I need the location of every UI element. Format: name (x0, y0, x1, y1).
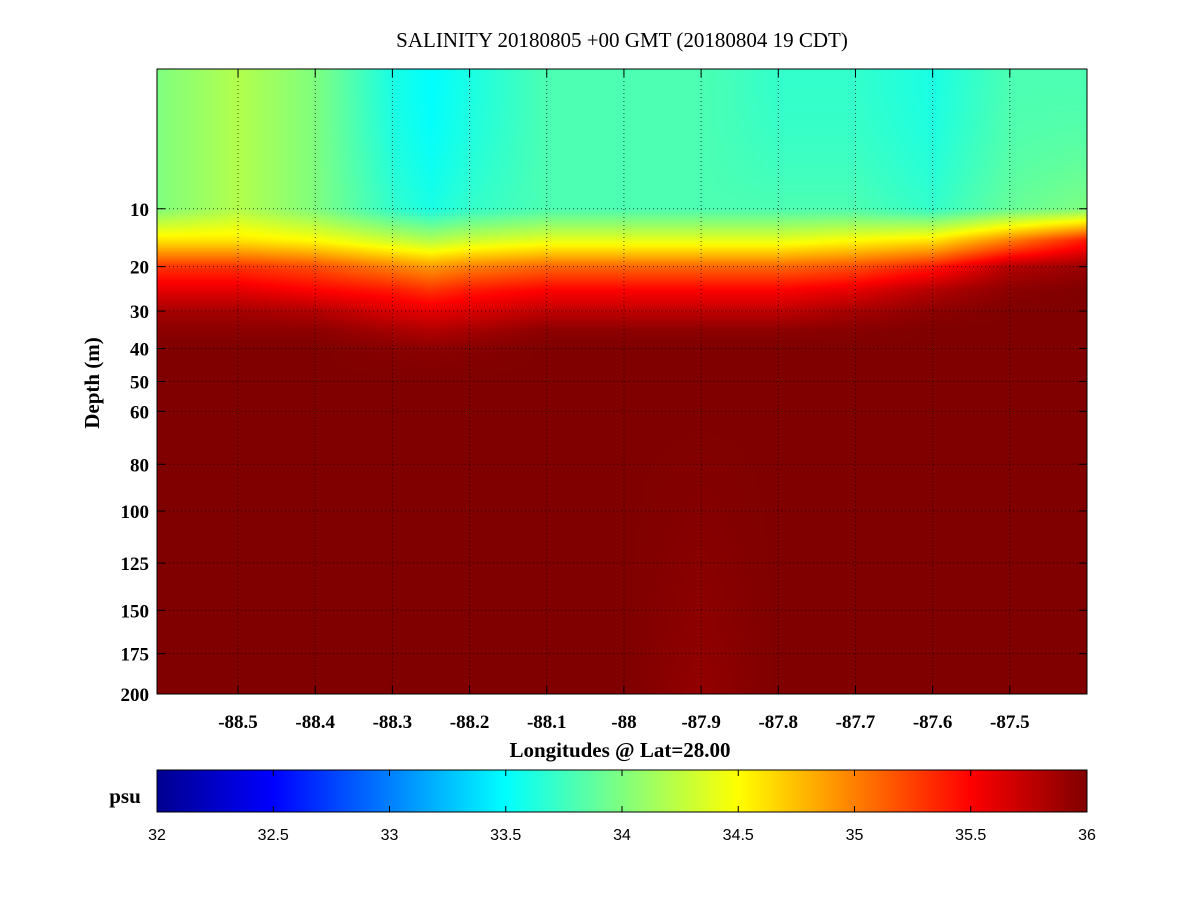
colorbar-tick-label: 33.5 (490, 827, 521, 844)
y-tick-label: 200 (121, 685, 150, 706)
y-axis-label: Depth (m) (80, 337, 104, 429)
y-tick-label: 50 (130, 373, 149, 394)
x-tick-label: -87.8 (758, 712, 798, 733)
colorbar-tick-label: 34.5 (723, 827, 754, 844)
colorbar-tick-label: 35.5 (955, 827, 986, 844)
colorbar-unit-label: psu (109, 784, 141, 808)
y-tick-label: 100 (121, 502, 150, 523)
y-tick-label: 30 (130, 302, 149, 323)
x-tick-label: -88 (611, 712, 636, 733)
colorbar-tick-label: 35 (846, 827, 864, 844)
y-tick-label: 125 (121, 554, 150, 575)
colorbar-tick-label: 36 (1078, 827, 1096, 844)
colorbar (156, 769, 1088, 813)
x-tick-label: -87.5 (990, 712, 1030, 733)
colorbar-tick-label: 34 (613, 827, 631, 844)
y-axis-ticks: 10 20 30 40 50 60 80 100 125 150 175 200 (121, 200, 1087, 706)
y-tick-label: 175 (121, 645, 150, 666)
x-tick-label: -87.9 (681, 712, 721, 733)
y-tick-label: 40 (130, 340, 149, 361)
colorbar-tick-label: 32 (148, 827, 166, 844)
x-axis-label: Longitudes @ Lat=28.00 (509, 738, 730, 762)
chart-title: SALINITY 20180805 +00 GMT (20180804 19 C… (396, 28, 848, 52)
x-tick-label: -87.7 (836, 712, 876, 733)
grid-lines (157, 69, 1087, 694)
y-tick-label: 60 (130, 402, 149, 423)
colorbar-tick-label: 33 (381, 827, 399, 844)
x-tick-label: -88.5 (218, 712, 258, 733)
x-tick-label: -88.1 (527, 712, 567, 733)
y-tick-label: 10 (130, 200, 149, 221)
x-axis-ticks: -88.5 -88.4 -88.3 -88.2 -88.1 -88 -87.9 -87.8 -8… (218, 69, 1030, 733)
x-tick-label: -88.2 (450, 712, 490, 733)
x-tick-label: -87.6 (913, 712, 953, 733)
x-tick-label: -88.3 (373, 712, 413, 733)
y-tick-label: 150 (121, 601, 150, 622)
x-tick-label: -88.4 (295, 712, 335, 733)
y-tick-label: 80 (130, 455, 149, 476)
colorbar-tick-label: 32.5 (258, 827, 289, 844)
y-tick-label: 20 (130, 258, 149, 279)
colorbar-ticks: 32 32.5 33 33.5 34 34.5 35 35.5 36 (148, 770, 1096, 844)
